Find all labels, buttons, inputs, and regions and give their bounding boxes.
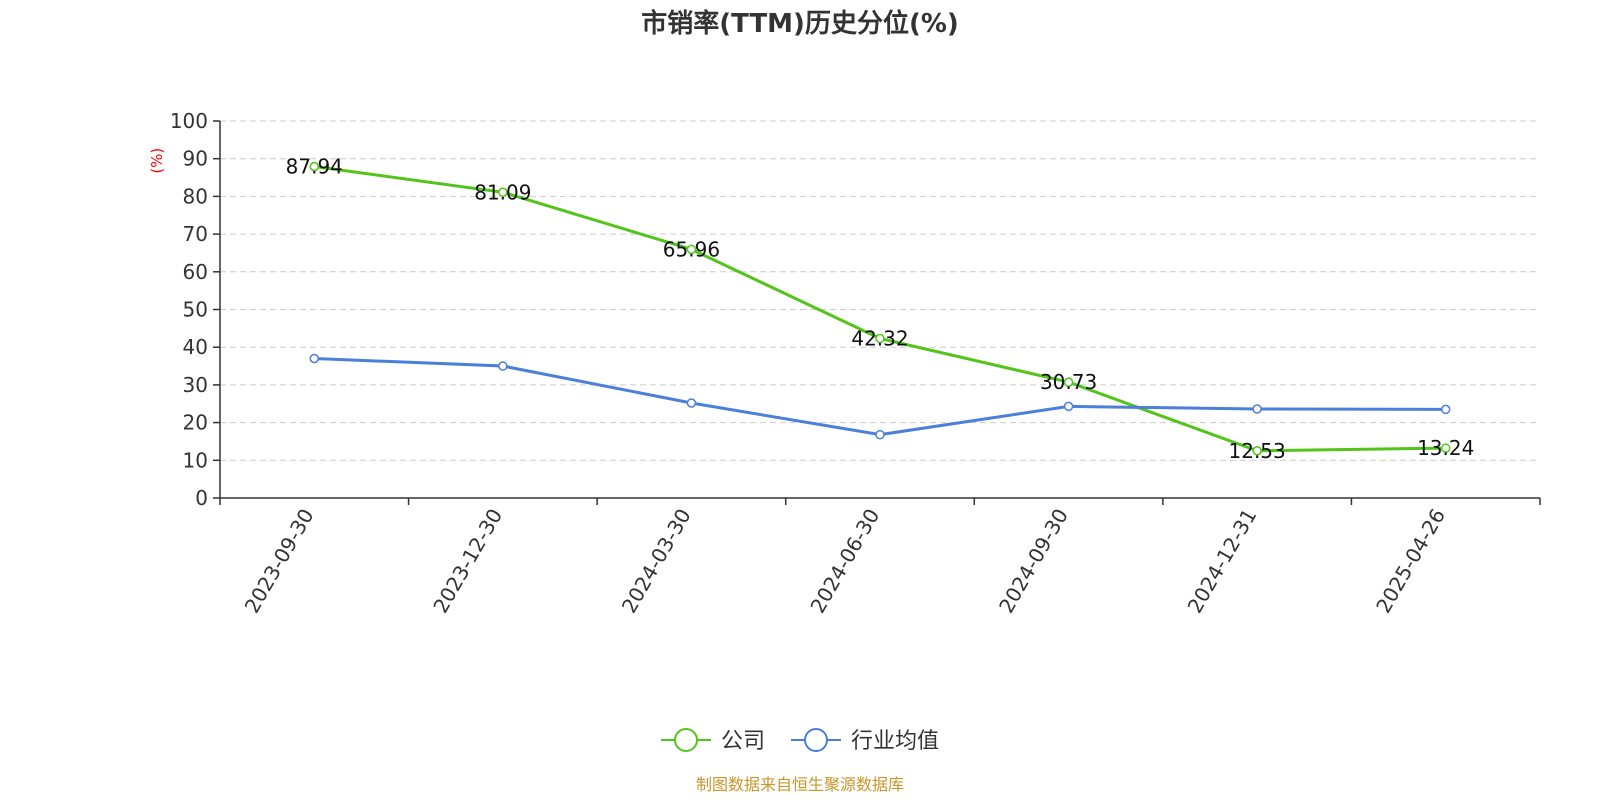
series-0-point-2[interactable] <box>686 244 697 255</box>
y-tick-label-5: 50 <box>183 298 208 322</box>
y-tick-label-10: 100 <box>170 109 208 133</box>
series-0: 87.94 81.09 65.96 42.32 30.73 12.53 13.24 <box>286 154 1475 462</box>
series-0-point-6[interactable] <box>1440 443 1451 453</box>
y-tick-label-8: 80 <box>183 184 208 208</box>
series-0-point-4[interactable] <box>1063 377 1074 387</box>
y-tick-label-4: 40 <box>183 335 208 359</box>
y-tick-label-7: 70 <box>183 222 208 246</box>
x-tick-label-6: 2025-04-26 <box>1371 505 1450 618</box>
x-tick-label-4: 2024-09-30 <box>994 505 1073 618</box>
series-1-line <box>314 357 1446 437</box>
series-0-data-label-4: 30.73 <box>1040 370 1097 394</box>
legend[interactable]: 公司 行业均值 <box>661 728 939 754</box>
legend-swatch-marker-1 <box>804 728 828 752</box>
series-0-data-label-6: 13.24 <box>1417 436 1474 460</box>
series-1-point-3[interactable] <box>875 429 885 440</box>
series-1-point-2[interactable] <box>686 398 697 408</box>
grid-lines <box>220 120 1540 461</box>
series-1-point-1[interactable] <box>498 361 508 371</box>
series-0-data-label-1: 81.09 <box>474 180 531 204</box>
legend-item-1[interactable]: 行业均值 <box>791 728 939 754</box>
series-0-data-label-0: 87.94 <box>286 154 343 178</box>
y-tick-label-1: 10 <box>183 448 208 472</box>
series-0-point-5[interactable] <box>1252 446 1262 456</box>
x-axis-ticks: 2023-09-30 2023-12-30 2024-03-30 2024-06-30… <box>219 498 1541 618</box>
x-tick-label-0: 2023-09-30 <box>240 505 319 618</box>
series-0-point-0[interactable] <box>309 161 320 172</box>
y-tick-label-6: 60 <box>183 260 208 284</box>
chart-title: 市销率(TTM)历史分位(%) <box>641 8 959 39</box>
series-1-point-4[interactable] <box>1063 401 1074 412</box>
legend-swatch-marker-0 <box>674 728 698 752</box>
series-0-data-label-5: 12.53 <box>1229 439 1286 463</box>
y-tick-label-2: 20 <box>183 411 208 435</box>
y-axis-ticks: 0 10 20 30 40 50 60 70 80 90 100 <box>170 109 220 510</box>
y-tick-label-0: 0 <box>195 486 208 510</box>
x-tick-label-1: 2023-12-30 <box>428 505 507 618</box>
legend-label-1: 行业均值 <box>851 729 939 754</box>
y-tick-label-9: 90 <box>183 147 208 171</box>
source-note: 制图数据来自恒生聚源数据库 <box>696 775 904 794</box>
series-0-point-1[interactable] <box>498 187 508 198</box>
x-tick-label-5: 2024-12-31 <box>1183 505 1262 618</box>
series-0-point-3[interactable] <box>875 333 885 344</box>
series-1 <box>309 353 1451 440</box>
series-1-point-6[interactable] <box>1440 404 1451 415</box>
x-tick-label-2: 2024-03-30 <box>617 505 696 618</box>
y-tick-label-3: 30 <box>183 373 208 397</box>
series-1-point-0[interactable] <box>309 353 320 364</box>
x-tick-label-3: 2024-06-30 <box>805 505 884 618</box>
y-axis-label: (%) <box>148 148 166 174</box>
series-group: 87.94 81.09 65.96 42.32 30.73 12.53 13.24 <box>286 154 1475 462</box>
legend-item-0[interactable]: 公司 <box>661 728 765 754</box>
series-0-data-label-3: 42.32 <box>851 326 908 350</box>
series-0-data-label-2: 65.96 <box>663 237 720 261</box>
legend-label-0: 公司 <box>721 729 765 754</box>
series-1-point-5[interactable] <box>1252 404 1262 414</box>
